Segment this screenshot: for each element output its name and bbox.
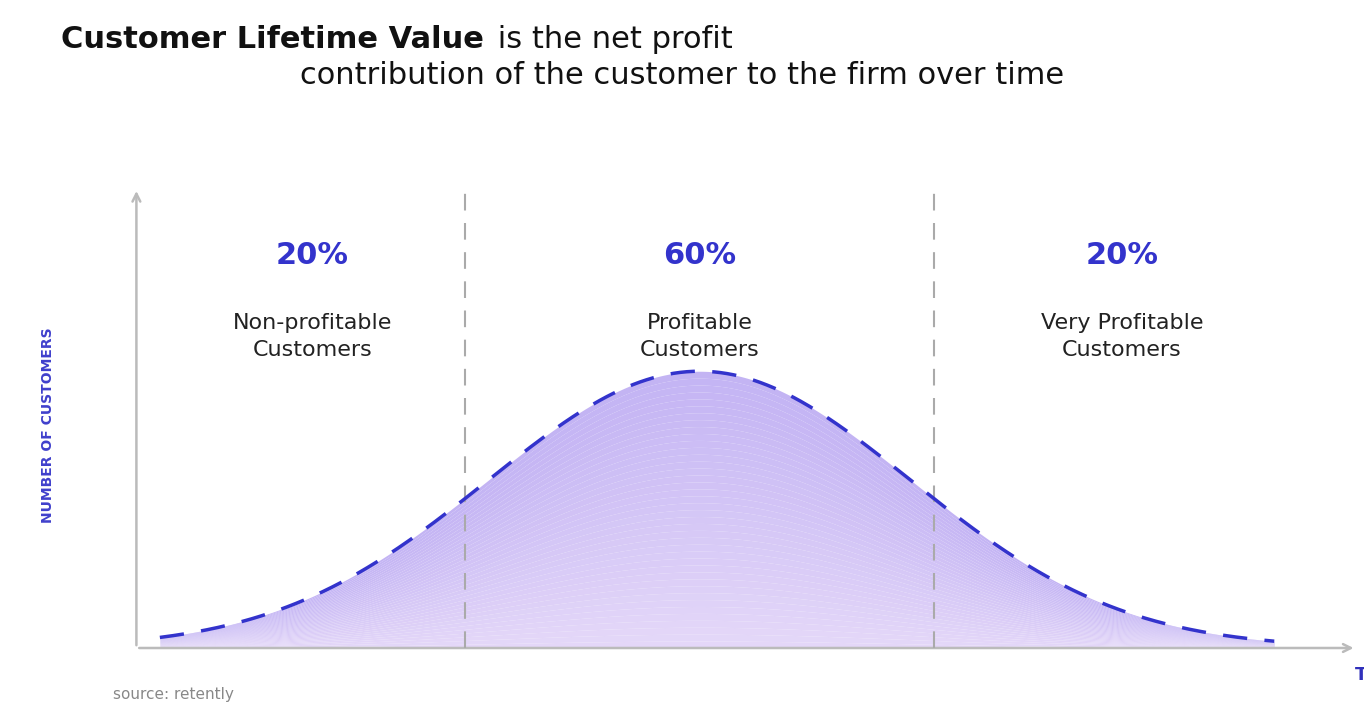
Text: source: retently: source: retently — [113, 687, 233, 701]
Text: NUMBER OF CUSTOMERS: NUMBER OF CUSTOMERS — [41, 327, 56, 523]
Text: is the net profit: is the net profit — [488, 25, 732, 54]
Text: Profitable
Customers: Profitable Customers — [640, 313, 760, 359]
Text: 20%: 20% — [276, 240, 349, 270]
Text: 20%: 20% — [1086, 240, 1158, 270]
Text: Customer Lifetime Value: Customer Lifetime Value — [61, 25, 484, 54]
Text: contribution of the customer to the firm over time: contribution of the customer to the firm… — [300, 61, 1064, 90]
Text: 60%: 60% — [663, 240, 737, 270]
Text: Non-profitable
Customers: Non-profitable Customers — [233, 313, 391, 359]
Text: TIME: TIME — [1356, 666, 1364, 684]
Text: Very Profitable
Customers: Very Profitable Customers — [1041, 313, 1203, 359]
